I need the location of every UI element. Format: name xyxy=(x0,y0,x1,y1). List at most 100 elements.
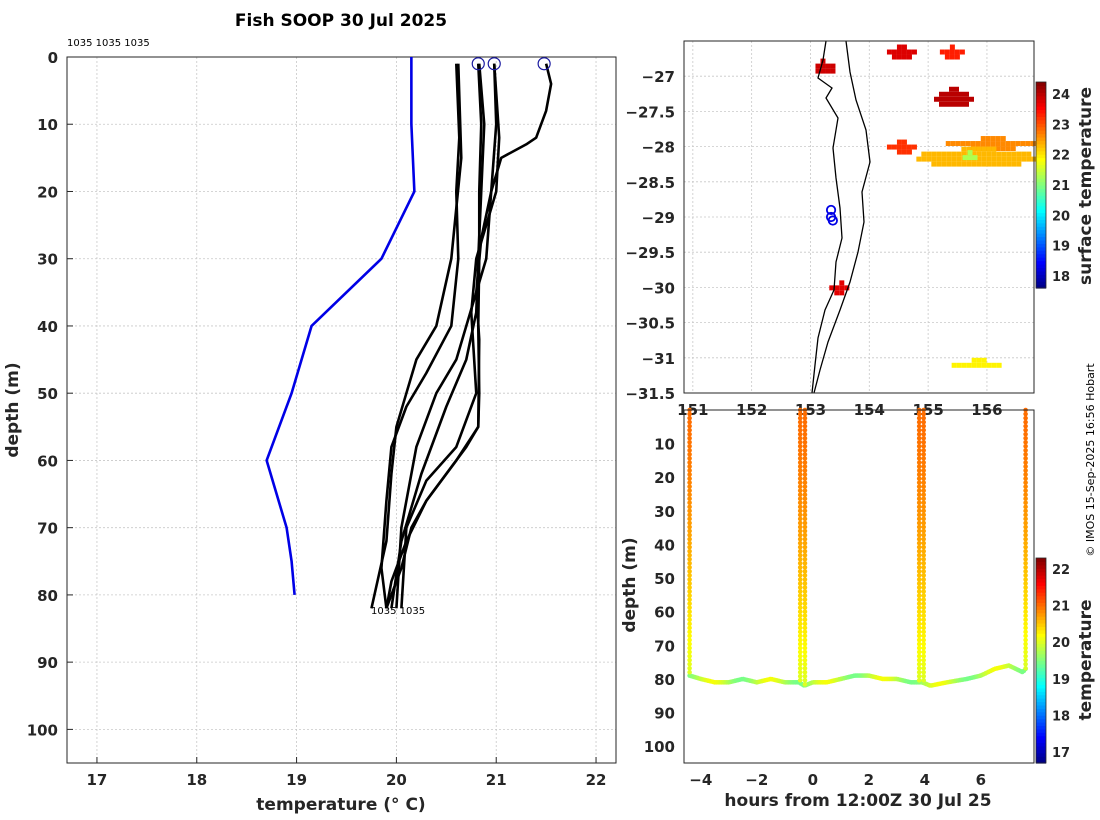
section-colorbar-segment xyxy=(1036,646,1046,651)
section-colorbar-segment xyxy=(1036,711,1046,716)
section-cast-point xyxy=(1023,641,1028,647)
section-cast-point xyxy=(687,423,692,429)
sst-cell xyxy=(964,96,969,102)
section-colorbar-segment xyxy=(1036,595,1046,600)
section-cast-point xyxy=(916,476,922,481)
section-cast-point xyxy=(797,669,803,675)
section-cast-point xyxy=(687,625,692,631)
sst-cell xyxy=(829,285,835,291)
section-cast-point xyxy=(916,488,922,493)
section-cast-point xyxy=(797,552,803,558)
section-cast-point xyxy=(1023,504,1028,510)
map-colorbar-segment xyxy=(1036,270,1046,275)
map-colorbar-segment xyxy=(1036,205,1046,210)
section-cast-point xyxy=(687,613,692,619)
section-cast-point xyxy=(797,468,803,473)
map-colorbar-segment xyxy=(1036,188,1046,193)
section-cast-point xyxy=(802,637,808,643)
section-cast-point xyxy=(921,504,926,510)
section-colorbar-segment xyxy=(1036,677,1046,682)
section-x-tick-label: 2 xyxy=(864,771,874,789)
sst-cell xyxy=(986,151,992,157)
section-cast-point xyxy=(797,496,803,502)
section-cast-point xyxy=(797,423,803,429)
section-cast-point xyxy=(802,589,808,594)
section-cast-point xyxy=(921,673,926,679)
section-cast-point xyxy=(916,621,922,627)
map-colorbar-tick-label: 23 xyxy=(1052,118,1070,133)
section-cast-point xyxy=(802,577,808,582)
section-cast-point xyxy=(687,460,692,465)
section-cast-point xyxy=(797,524,803,530)
map-colorbar-segment xyxy=(1036,246,1046,251)
sst-cell xyxy=(830,68,836,74)
section-cast-point xyxy=(921,593,926,598)
section-cast-point xyxy=(687,609,692,615)
section-cast-point xyxy=(1023,597,1028,602)
section-cast-point xyxy=(916,528,922,534)
sst-cell xyxy=(1006,156,1012,162)
y-tick-label: 70 xyxy=(37,520,58,538)
section-cast-point xyxy=(802,464,808,469)
section-cast-point xyxy=(916,677,922,683)
section-cast-point xyxy=(916,452,922,457)
section-cast-point xyxy=(1023,496,1028,502)
section-cast-point xyxy=(921,565,926,570)
sst-cell xyxy=(901,54,907,60)
section-cast-point xyxy=(916,536,922,542)
map-colorbar-segment xyxy=(1036,136,1046,141)
section-cast-point xyxy=(1023,444,1028,449)
section-cast-point xyxy=(916,617,922,623)
map-colorbar-segment xyxy=(1036,274,1046,279)
section-cast-point xyxy=(802,609,808,615)
sst-cell xyxy=(1021,151,1027,157)
sst-cell xyxy=(962,155,968,161)
sst-cell xyxy=(980,141,986,147)
map-colorbar-segment xyxy=(1036,243,1046,248)
section-cast-point xyxy=(797,415,803,421)
section-cast-point xyxy=(916,520,922,526)
section-cast-point xyxy=(1023,629,1028,635)
section-cast-point xyxy=(921,569,926,574)
sst-cell xyxy=(956,151,962,157)
section-cast-point xyxy=(802,500,808,506)
sst-cell xyxy=(995,141,1001,147)
section-colorbar-segment xyxy=(1036,745,1046,750)
section-colorbar-segment xyxy=(1036,650,1046,655)
section-cast-point xyxy=(687,577,692,582)
section-cast-point xyxy=(921,641,926,647)
sst-cell xyxy=(891,49,897,55)
section-cast-point xyxy=(916,597,922,602)
section-colorbar-segment xyxy=(1036,653,1046,658)
section-cast-point xyxy=(1023,508,1028,514)
section-cast-point xyxy=(802,677,808,683)
y-tick-label: 100 xyxy=(27,721,58,739)
section-cast-point xyxy=(916,419,922,425)
section-cast-point xyxy=(1023,456,1028,461)
sst-cell xyxy=(896,144,902,150)
map-colorbar-segment xyxy=(1036,147,1046,152)
sst-cell xyxy=(951,151,957,157)
section-cast-point xyxy=(1023,617,1028,623)
map-colorbar-segment xyxy=(1036,160,1046,165)
section-cast-point xyxy=(687,512,692,518)
sst-cell xyxy=(971,151,977,157)
section-colorbar-segment xyxy=(1036,564,1046,569)
section-cast-point xyxy=(797,597,803,602)
sst-cell xyxy=(949,49,955,55)
sst-cell xyxy=(931,161,937,167)
sst-cell xyxy=(964,101,969,107)
section-cast-point xyxy=(921,468,926,473)
section-cast-point xyxy=(921,677,926,683)
section-colorbar-segment xyxy=(1036,561,1046,566)
section-cast-point xyxy=(687,621,692,627)
sst-cell xyxy=(936,151,942,157)
sst-cell xyxy=(986,146,992,152)
section-cast-point xyxy=(916,508,922,514)
section-colorbar-segment xyxy=(1036,667,1046,672)
y-tick-label: 60 xyxy=(37,452,58,470)
profile-line xyxy=(385,63,553,609)
section-cast-point xyxy=(797,528,803,534)
section-cast-point xyxy=(687,488,692,493)
section-y-tick-label: 100 xyxy=(644,738,675,756)
